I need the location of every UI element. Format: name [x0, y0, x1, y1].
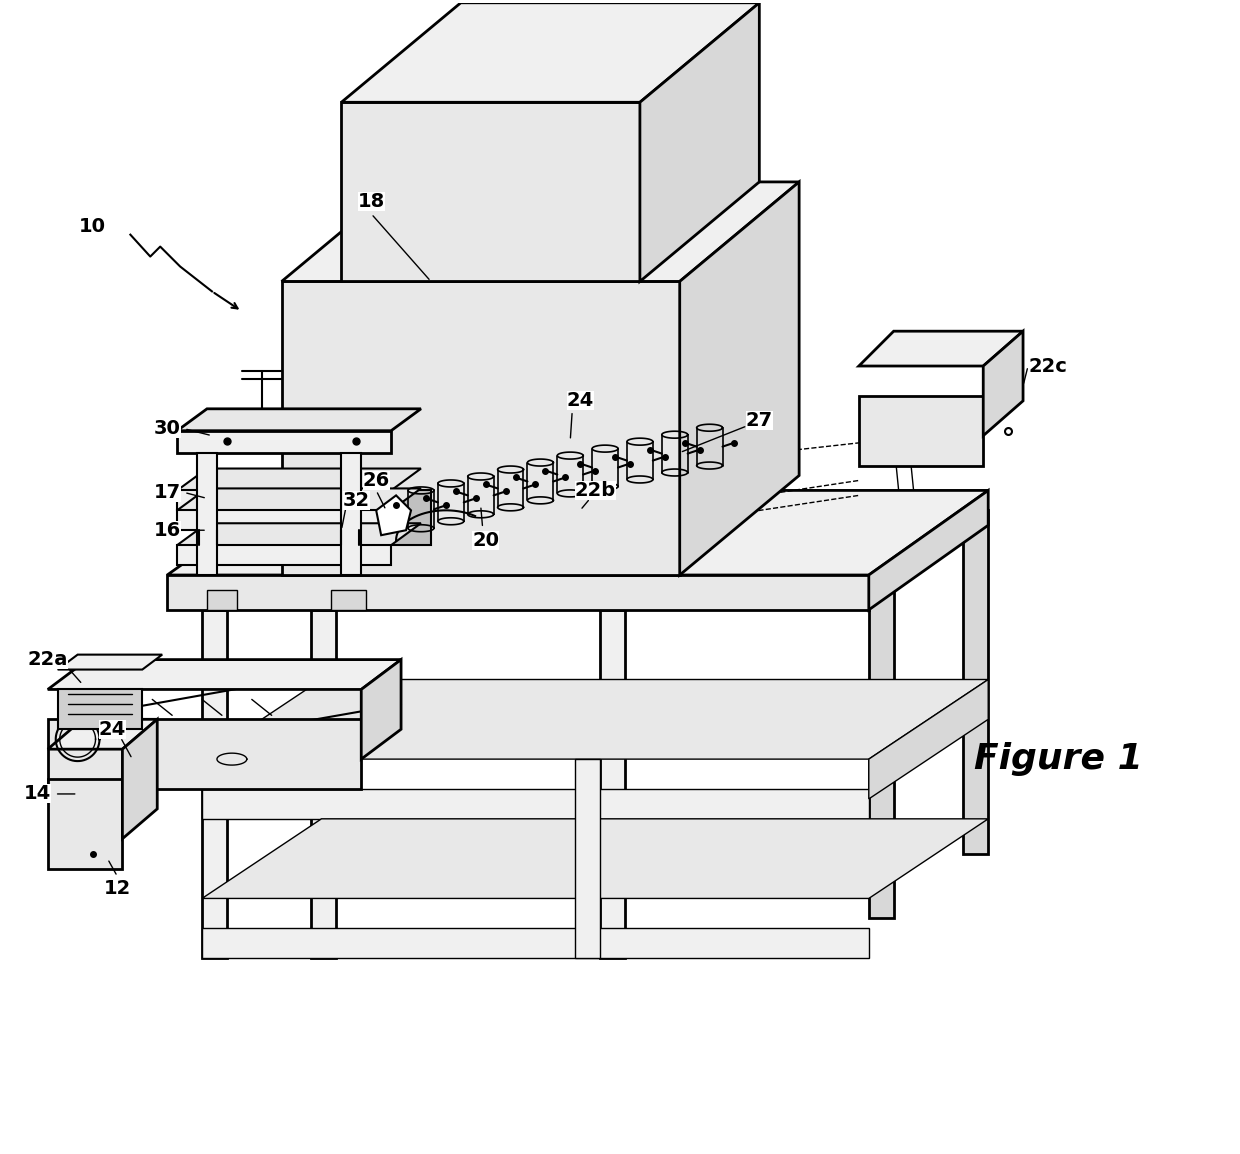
Polygon shape: [286, 490, 432, 545]
Polygon shape: [202, 819, 988, 899]
Polygon shape: [341, 2, 759, 103]
Polygon shape: [575, 759, 600, 958]
Text: 24: 24: [99, 720, 126, 739]
Polygon shape: [177, 545, 391, 565]
Polygon shape: [869, 680, 988, 799]
Polygon shape: [680, 182, 799, 575]
Polygon shape: [640, 2, 759, 282]
Text: Figure 1: Figure 1: [973, 742, 1142, 777]
Text: 27: 27: [745, 411, 773, 430]
Polygon shape: [123, 719, 157, 839]
Polygon shape: [177, 469, 420, 490]
Polygon shape: [167, 490, 988, 575]
Polygon shape: [207, 590, 237, 609]
Polygon shape: [331, 590, 366, 609]
Text: 16: 16: [154, 520, 181, 540]
Polygon shape: [376, 495, 410, 535]
Polygon shape: [202, 609, 227, 958]
Polygon shape: [202, 680, 988, 759]
Polygon shape: [281, 282, 680, 575]
Text: 22c: 22c: [1028, 357, 1068, 375]
Polygon shape: [197, 452, 217, 575]
Text: 30: 30: [154, 419, 181, 439]
Polygon shape: [48, 719, 157, 749]
Polygon shape: [177, 523, 420, 545]
Text: 22b: 22b: [574, 481, 616, 500]
Polygon shape: [202, 928, 869, 958]
Text: 18: 18: [357, 193, 384, 211]
Polygon shape: [281, 182, 799, 282]
Polygon shape: [341, 452, 361, 575]
Polygon shape: [202, 789, 869, 819]
Polygon shape: [983, 331, 1023, 436]
Polygon shape: [859, 331, 1023, 366]
Polygon shape: [311, 609, 336, 958]
Polygon shape: [859, 396, 983, 465]
Polygon shape: [177, 430, 391, 452]
Polygon shape: [48, 660, 401, 689]
Text: 10: 10: [79, 217, 107, 237]
Polygon shape: [869, 490, 988, 609]
Text: 26: 26: [362, 471, 389, 490]
Text: 17: 17: [154, 482, 181, 502]
Polygon shape: [58, 654, 162, 669]
Polygon shape: [361, 660, 401, 759]
Polygon shape: [869, 575, 894, 919]
Polygon shape: [963, 510, 988, 854]
Text: 20: 20: [472, 531, 500, 549]
Polygon shape: [167, 575, 869, 609]
Polygon shape: [177, 490, 391, 510]
Polygon shape: [177, 510, 391, 530]
Polygon shape: [48, 779, 123, 869]
Polygon shape: [58, 689, 143, 729]
Text: 22a: 22a: [27, 650, 68, 669]
Polygon shape: [48, 719, 361, 789]
Polygon shape: [177, 409, 420, 430]
Polygon shape: [177, 488, 420, 510]
Polygon shape: [341, 103, 640, 282]
Text: 24: 24: [567, 391, 594, 411]
Polygon shape: [600, 609, 625, 958]
Text: 12: 12: [104, 879, 131, 898]
Text: 14: 14: [25, 785, 51, 803]
Text: 32: 32: [342, 490, 370, 510]
